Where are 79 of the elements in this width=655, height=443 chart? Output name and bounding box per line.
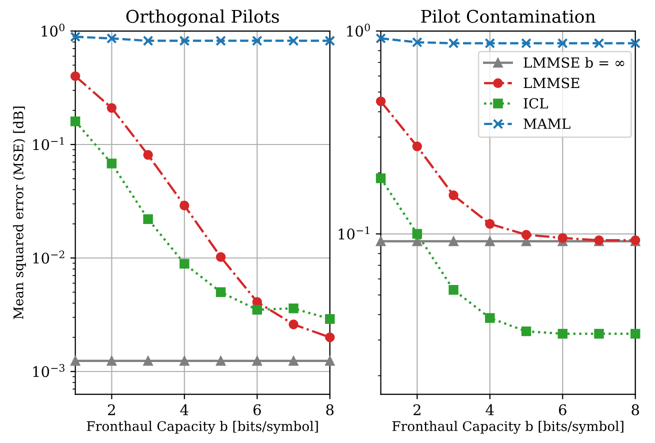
point [252, 36, 262, 46]
point [376, 236, 386, 246]
point [594, 328, 604, 339]
legend-label: LMMSE [524, 78, 580, 88]
point [180, 356, 190, 366]
point [376, 96, 386, 106]
y-axis-title: Mean squared error (MSE) [dB] [13, 106, 26, 320]
point [142, 36, 154, 46]
point [325, 356, 335, 366]
point [216, 252, 226, 262]
point [143, 356, 153, 366]
chart-title: Orthogonal Pilots [126, 9, 279, 27]
point [70, 32, 81, 42]
x-tick-label: 6 [558, 404, 566, 416]
point [325, 332, 335, 342]
point [288, 320, 298, 330]
x-tick-label: 4 [180, 404, 188, 416]
point [216, 36, 226, 46]
point [448, 190, 458, 200]
x-axis-title: Fronthaul Capacity b [bits/symbol] [86, 420, 318, 434]
y-tick-label: 10$^{−1}$ [33, 137, 64, 150]
point [106, 356, 117, 366]
x-tick-label: 2 [414, 404, 420, 416]
point [594, 38, 604, 48]
point [288, 36, 299, 46]
point [216, 287, 226, 298]
point [630, 328, 640, 339]
point [216, 356, 226, 366]
x-tick-label: 4 [486, 404, 494, 416]
point [521, 326, 532, 336]
point [288, 356, 298, 366]
point [448, 236, 458, 246]
y-tick-label: 10$^{−3}$ [33, 364, 64, 378]
point [376, 33, 386, 44]
point [448, 284, 458, 295]
point [106, 103, 117, 113]
point [412, 142, 422, 152]
point [180, 200, 190, 210]
point [485, 219, 495, 229]
point [558, 233, 568, 243]
point [288, 303, 298, 314]
point [485, 236, 495, 246]
point [412, 37, 422, 48]
y-tick-label: 10$^{−1}$ [338, 226, 370, 240]
point [324, 36, 336, 46]
point [70, 356, 80, 366]
point [325, 314, 335, 324]
point [106, 158, 117, 168]
legend-label: MAML [524, 118, 570, 129]
x-axis-title: Fronthaul Capacity b [bits/symbol] [392, 420, 624, 434]
y-tick-label: 10$^{0}$ [347, 24, 370, 37]
x-tick-label: 6 [253, 404, 261, 416]
point [376, 173, 386, 184]
point [558, 328, 568, 339]
point [106, 33, 117, 44]
point [179, 36, 190, 46]
point [180, 258, 190, 269]
y-tick-label: 10$^{−2}$ [33, 250, 64, 264]
point [70, 71, 80, 82]
x-tick-label: 8 [632, 404, 640, 416]
point [412, 229, 422, 239]
point [70, 116, 80, 126]
point [252, 356, 262, 366]
point [252, 304, 262, 315]
point [557, 38, 568, 48]
point [448, 38, 459, 48]
point [521, 230, 532, 240]
x-tick-label: 8 [326, 404, 334, 416]
y-tick-label: 10$^{0}$ [42, 24, 64, 37]
point [485, 313, 495, 323]
point [484, 38, 496, 48]
point [630, 38, 641, 48]
x-tick-label: 2 [108, 404, 115, 416]
chart-title: Pilot Contamination [421, 9, 596, 23]
legend-label: ICL [524, 98, 548, 109]
point [143, 150, 153, 160]
legend-label: LMMSE b = ∞ [524, 57, 624, 68]
point [521, 38, 532, 48]
point [143, 214, 153, 224]
